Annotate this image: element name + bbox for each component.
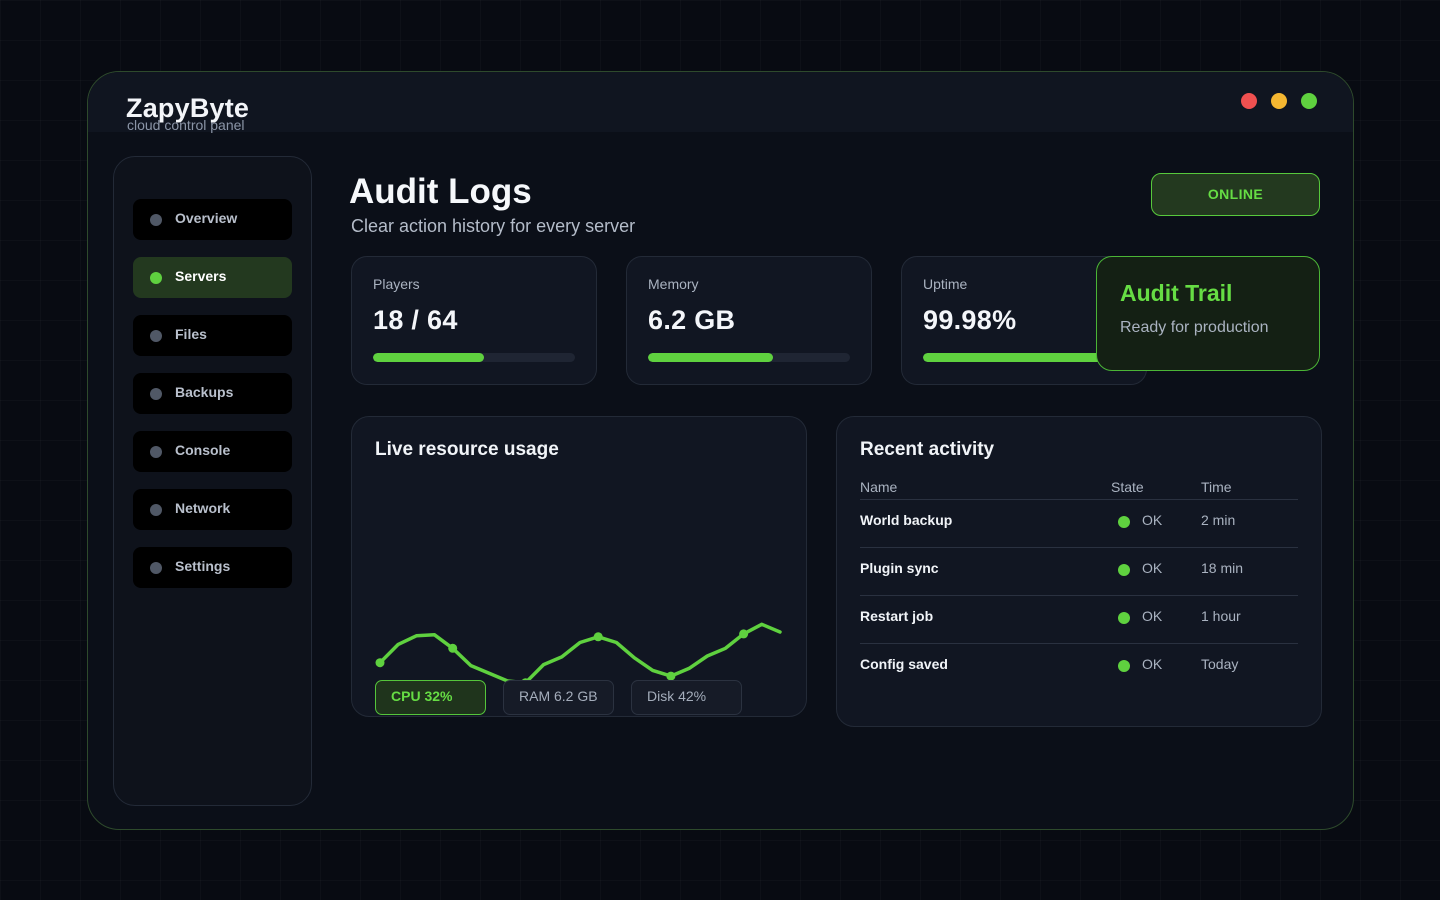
stat-label: Uptime — [923, 276, 968, 292]
row-divider — [860, 643, 1298, 644]
window-maximize-icon[interactable] — [1301, 93, 1317, 109]
table-row[interactable]: Plugin sync OK 18 min — [860, 548, 1298, 596]
sidebar-item-label: Servers — [175, 267, 227, 284]
sidebar-item-backups[interactable]: Backups — [133, 373, 292, 414]
status-ok-icon — [1118, 516, 1130, 528]
nav-dot-icon — [150, 213, 162, 226]
sidebar-item-label: Network — [175, 499, 231, 516]
brand-tagline: cloud control panel — [127, 117, 245, 133]
row-divider — [860, 595, 1298, 596]
sidebar-item-label: Settings — [175, 557, 231, 574]
row-time: 2 min — [1201, 512, 1236, 528]
sidebar-item-settings[interactable]: Settings — [133, 547, 292, 588]
row-state: OK — [1142, 512, 1163, 528]
row-name: Config saved — [860, 656, 948, 672]
page-subtitle: Clear action history for every server — [351, 216, 636, 236]
chart-point — [448, 643, 458, 653]
audit-trail-toast: Audit Trail Ready for production — [1096, 256, 1320, 371]
nav-dot-icon — [150, 271, 162, 284]
window-minimize-icon[interactable] — [1271, 93, 1287, 109]
cpu-usage-line — [378, 622, 782, 685]
row-name: Plugin sync — [860, 560, 939, 576]
row-divider — [860, 547, 1298, 548]
row-time: Today — [1201, 656, 1239, 672]
chart-point — [666, 671, 676, 681]
stat-value: 6.2 GB — [648, 305, 736, 335]
column-header-time: Time — [1201, 479, 1232, 495]
stat-label: Players — [373, 276, 420, 292]
stat-progress-track — [373, 353, 575, 362]
row-state: OK — [1142, 560, 1163, 576]
page-title: Audit Logs — [349, 172, 532, 211]
stat-value: 99.98% — [923, 305, 1017, 335]
stat-value: 18 / 64 — [373, 305, 458, 335]
toast-message: Ready for production — [1120, 319, 1269, 336]
nav-dot-icon — [150, 445, 162, 458]
window-close-icon[interactable] — [1241, 93, 1257, 109]
sidebar-item-network[interactable]: Network — [133, 489, 292, 530]
table-header-divider — [860, 499, 1298, 500]
table-row[interactable]: Restart job OK 1 hour — [860, 596, 1298, 644]
usage-line-chart — [375, 622, 782, 688]
status-ok-icon — [1118, 612, 1130, 624]
sidebar-item-label: Console — [175, 441, 231, 458]
sidebar-item-label: Files — [175, 325, 207, 342]
row-time: 1 hour — [1201, 608, 1241, 624]
row-time: 18 min — [1201, 560, 1244, 576]
sidebar-item-label: Backups — [175, 383, 234, 400]
sidebar-item-console[interactable]: Console — [133, 431, 292, 472]
activity-panel-title: Recent activity — [860, 439, 995, 460]
chip-cpu[interactable]: CPU 32% — [375, 680, 486, 715]
toast-title: Audit Trail — [1120, 280, 1233, 306]
row-state: OK — [1142, 608, 1163, 624]
stat-progress-track — [648, 353, 850, 362]
stat-progress-fill — [923, 353, 1125, 362]
nav-dot-icon — [150, 387, 162, 400]
stat-card-memory: Memory 6.2 GB — [626, 256, 872, 385]
app-window: ZapyByte cloud control panel Overview Se… — [87, 71, 1354, 830]
status-ok-icon — [1118, 660, 1130, 672]
online-status-button[interactable]: ONLINE — [1151, 173, 1320, 216]
nav-dot-icon — [150, 561, 162, 574]
stat-label: Memory — [648, 276, 699, 292]
chart-point — [739, 629, 749, 639]
column-header-name: Name — [860, 479, 898, 495]
stat-progress-track — [923, 353, 1125, 362]
stat-progress-fill — [648, 353, 774, 362]
sidebar-item-files[interactable]: Files — [133, 315, 292, 356]
status-ok-icon — [1118, 564, 1130, 576]
sidebar-item-overview[interactable]: Overview — [133, 199, 292, 240]
resource-usage-panel: Live resource usage CPU 32% RAM 6.2 GB D… — [351, 416, 807, 717]
sidebar: Overview Servers Files Backups Console N… — [113, 156, 312, 806]
brand-name: ZapyByte — [126, 93, 250, 123]
row-name: Restart job — [860, 608, 934, 624]
recent-activity-panel: Recent activity Name State Time World ba… — [836, 416, 1322, 727]
chart-panel-title: Live resource usage — [375, 439, 559, 460]
chip-ram[interactable]: RAM 6.2 GB — [503, 680, 614, 715]
table-row[interactable]: Config saved OK Today — [860, 644, 1298, 692]
row-state: OK — [1142, 656, 1163, 672]
chart-point — [375, 658, 385, 668]
stat-progress-fill — [373, 353, 485, 362]
chart-point — [593, 632, 603, 642]
title-bar: ZapyByte cloud control panel — [88, 72, 1353, 133]
stat-card-players: Players 18 / 64 — [351, 256, 597, 385]
row-name: World backup — [860, 512, 953, 528]
nav-dot-icon — [150, 329, 162, 342]
chip-disk[interactable]: Disk 42% — [631, 680, 742, 715]
table-row[interactable]: World backup OK 2 min — [860, 500, 1298, 548]
column-header-state: State — [1111, 479, 1144, 495]
nav-dot-icon — [150, 503, 162, 516]
sidebar-item-label: Overview — [175, 209, 238, 226]
sidebar-item-servers[interactable]: Servers — [133, 257, 292, 298]
